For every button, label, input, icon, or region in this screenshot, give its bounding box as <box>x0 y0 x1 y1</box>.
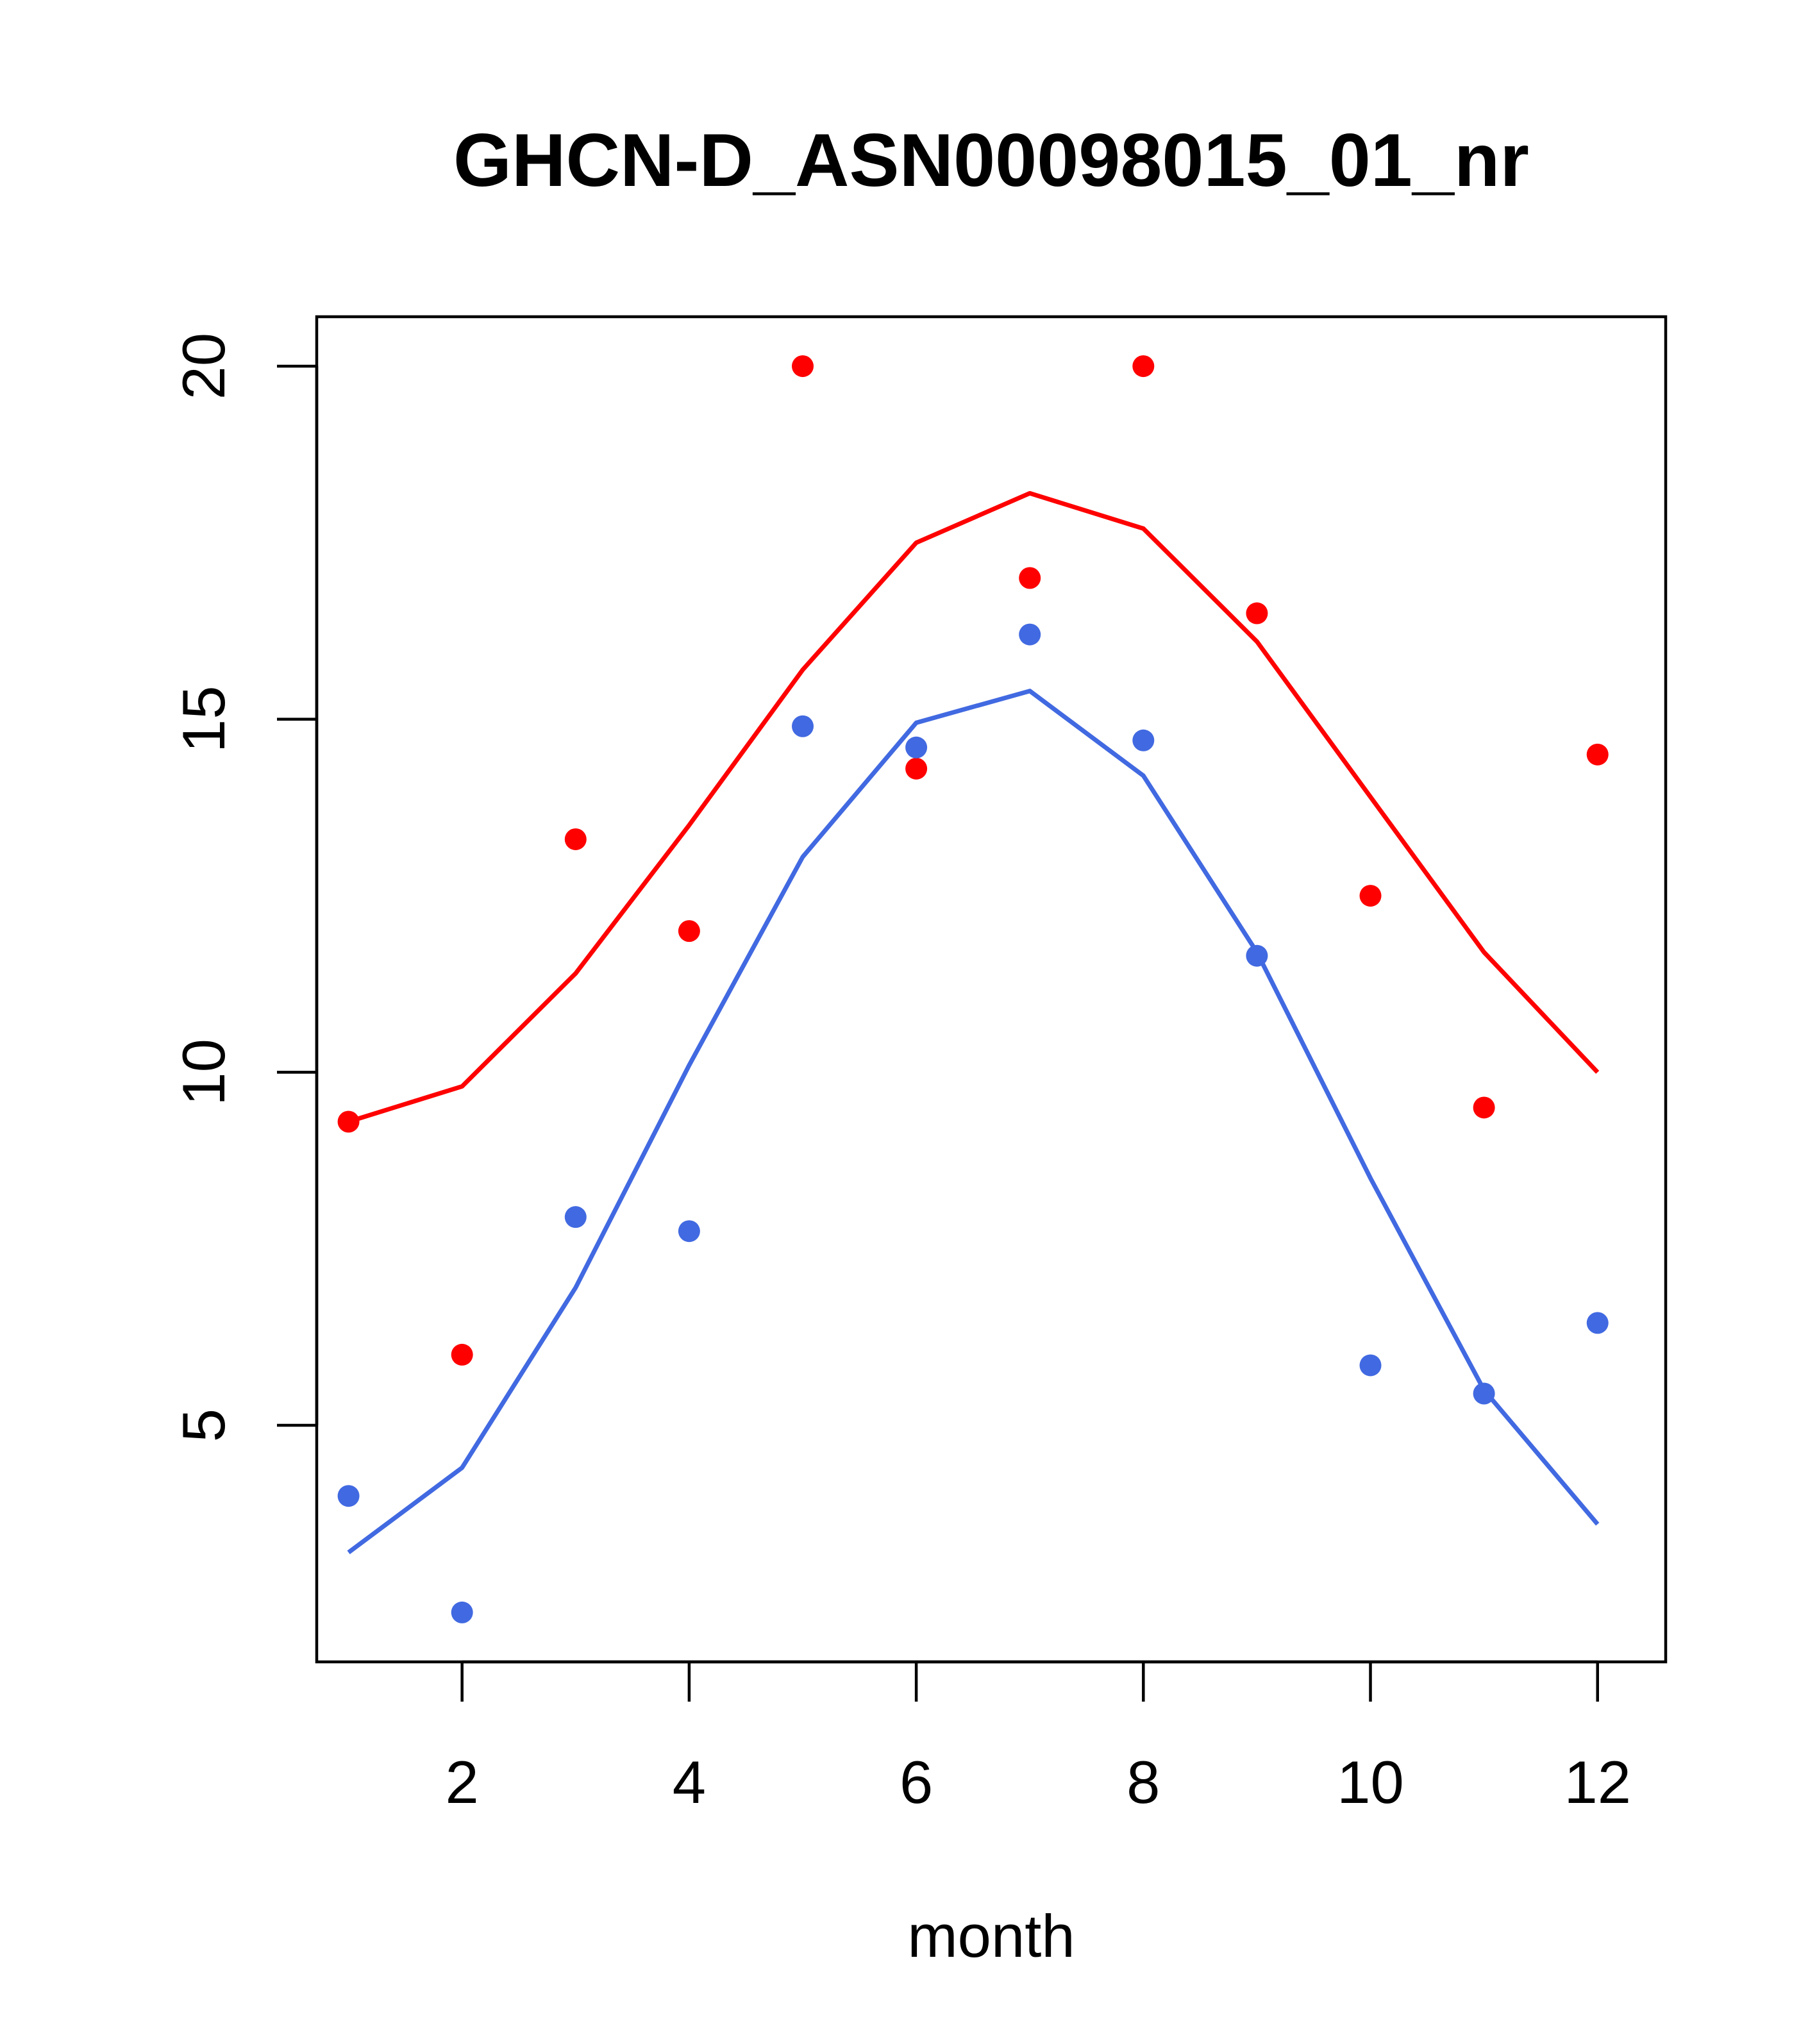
series-1-point <box>1132 355 1155 378</box>
y-tick-label: 20 <box>170 333 237 400</box>
x-tick-label: 12 <box>1564 1748 1631 1816</box>
series-1-point <box>1019 567 1041 589</box>
x-axis-label: month <box>907 1902 1075 1970</box>
x-tick-label: 4 <box>673 1748 706 1816</box>
series-2-line <box>347 689 1600 1555</box>
x-axis: 2 4 6 8 10 12 <box>446 1660 1631 1816</box>
series-2-point <box>337 1485 360 1507</box>
series-1-line <box>347 490 1600 1124</box>
x-tick-label: 2 <box>446 1748 479 1816</box>
series-1-point <box>1473 1096 1495 1119</box>
x-tick-label: 10 <box>1337 1748 1404 1816</box>
series-2-point <box>1019 623 1041 646</box>
series-1-point <box>905 757 928 780</box>
series-2-point <box>678 1220 700 1243</box>
series-1-point <box>1359 885 1382 907</box>
series-1-point <box>678 920 700 942</box>
series-2-point <box>905 736 928 758</box>
series-2-point <box>1586 1312 1609 1334</box>
series-2-point <box>1359 1354 1382 1377</box>
chart-title: GHCN-D_ASN00098015_01_nr <box>453 118 1529 202</box>
series-2-point <box>564 1206 587 1228</box>
series-1-point <box>1586 743 1609 766</box>
series-layer <box>337 355 1609 1623</box>
series-1-point <box>337 1110 360 1133</box>
x-tick-label: 8 <box>1126 1748 1160 1816</box>
series-2-point <box>792 715 814 737</box>
series-1-point <box>451 1343 473 1366</box>
series-1-point <box>1246 602 1268 624</box>
series-2-point <box>1132 729 1155 751</box>
y-tick-label: 5 <box>170 1409 237 1442</box>
y-tick-label: 15 <box>170 685 237 753</box>
series-1-point <box>564 828 587 850</box>
x-tick-label: 6 <box>900 1748 933 1816</box>
series-2-point <box>1473 1382 1495 1405</box>
series-1-point <box>792 355 814 378</box>
y-tick-label: 10 <box>170 1039 237 1106</box>
series-2-point <box>451 1601 473 1623</box>
series-2-point <box>1246 944 1268 967</box>
y-axis: 5 10 15 20 <box>170 333 319 1442</box>
